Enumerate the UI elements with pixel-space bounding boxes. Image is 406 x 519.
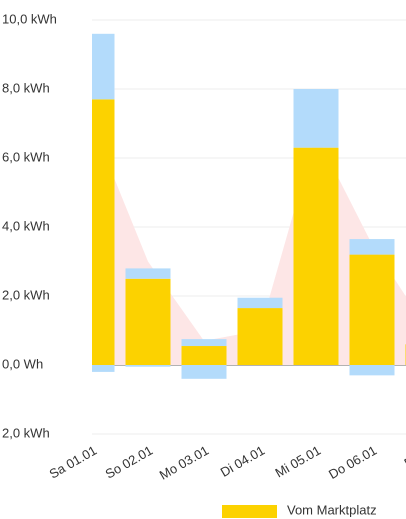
bar-segment <box>349 239 395 255</box>
bar-segment <box>349 254 395 365</box>
x-tick-label: Mi 05.01 <box>273 443 324 481</box>
bar-segment <box>92 99 115 365</box>
bar-segment <box>293 147 339 365</box>
y-tick-label: 2,0 kWh <box>2 425 50 440</box>
x-tick-label: Sa 01.01 <box>47 443 100 482</box>
x-tick-label: Do 06.01 <box>326 443 379 482</box>
bar-segment <box>181 365 227 379</box>
bar-segment <box>92 33 115 100</box>
legend-swatch <box>222 505 277 518</box>
x-tick-label: Mo 03.01 <box>157 443 211 483</box>
y-tick-label: 0,0 Wh <box>2 356 43 371</box>
bar-segment <box>125 365 171 367</box>
y-tick-label: 8,0 kWh <box>2 80 50 95</box>
bar-segment <box>181 346 227 365</box>
x-tick-label: So 02.01 <box>103 443 156 482</box>
y-tick-label: 2,0 kWh <box>2 287 50 302</box>
y-tick-label: 4,0 kWh <box>2 218 50 233</box>
bar-segment <box>237 297 283 309</box>
plot <box>92 33 406 379</box>
legend-label: Vom Marktplatz <box>287 502 377 517</box>
x-tick-label: Fr 07 <box>401 443 406 471</box>
bar-segment <box>349 365 395 376</box>
bar-segment <box>125 278 171 365</box>
bar-segment <box>92 365 115 372</box>
y-tick-label: 6,0 kWh <box>2 149 50 164</box>
bar-segment <box>125 268 171 279</box>
bar-segment <box>181 339 227 347</box>
bar-segment <box>293 89 339 148</box>
x-tick-label: Di 04.01 <box>218 443 267 480</box>
bar-segment <box>237 308 283 365</box>
y-tick-label: 10,0 kWh <box>2 11 57 26</box>
